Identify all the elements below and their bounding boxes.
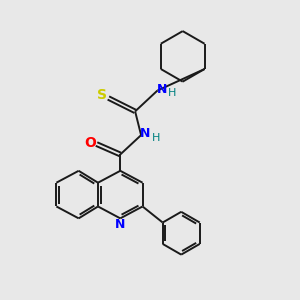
Text: O: O (84, 136, 96, 150)
Text: N: N (156, 82, 167, 96)
Text: H: H (152, 133, 160, 142)
Text: N: N (140, 127, 150, 140)
Text: N: N (115, 218, 125, 231)
Text: S: S (97, 88, 107, 102)
Text: H: H (168, 88, 176, 98)
